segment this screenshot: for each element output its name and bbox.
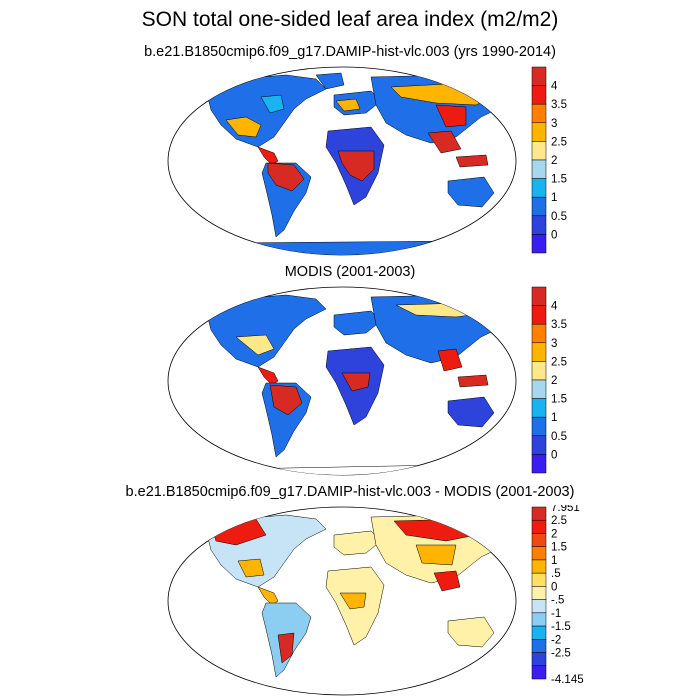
colorbar-swatch bbox=[531, 546, 547, 561]
colorbar-swatch bbox=[531, 519, 547, 534]
colorbar-swatch bbox=[531, 599, 547, 614]
colorbar-label: 2.5 bbox=[551, 356, 567, 368]
colorbar-swatch bbox=[531, 342, 547, 362]
colorbar-swatch bbox=[531, 178, 547, 198]
colorbar-swatch bbox=[531, 506, 547, 521]
colorbar-swatch bbox=[531, 416, 547, 437]
colorbar-modis: 4 3.5 3 2.5 2 1.5 1 0.5 0 bbox=[531, 286, 567, 474]
colorbar-label: 0 bbox=[551, 229, 557, 241]
page-title: SON total one-sided leaf area index (m2/… bbox=[141, 8, 559, 31]
colorbar-label: -4.145 bbox=[551, 674, 584, 686]
colorbar-swatch bbox=[531, 639, 547, 653]
colorbar-label: 2.5 bbox=[551, 136, 567, 148]
colorbar-label: 3 bbox=[551, 118, 557, 130]
colorbar-label: 2.5 bbox=[551, 515, 567, 527]
colorbar-label: 4 bbox=[551, 81, 558, 93]
colorbar-swatch bbox=[531, 586, 547, 600]
colorbar-swatch bbox=[531, 66, 547, 86]
colorbar-label: -2.5 bbox=[551, 648, 571, 660]
panel-title-model: b.e21.B1850cmip6.f09_g17.DAMIP-hist-vlc.… bbox=[144, 44, 556, 60]
colorbar-label: 0.5 bbox=[551, 211, 567, 223]
colorbar-swatch bbox=[531, 612, 547, 627]
colorbar-swatch bbox=[531, 323, 547, 344]
colorbar-label: 1.5 bbox=[551, 394, 567, 406]
colorbar-swatch bbox=[531, 305, 547, 325]
colorbar-swatch bbox=[531, 122, 547, 142]
colorbar-swatch bbox=[531, 435, 547, 455]
colorbar-label: 1 bbox=[551, 192, 557, 204]
colorbar-label: 3 bbox=[551, 338, 557, 350]
colorbar-swatch bbox=[531, 398, 547, 418]
colorbar-label: .5 bbox=[551, 568, 561, 580]
colorbar-swatch bbox=[531, 361, 547, 381]
map-model bbox=[167, 66, 517, 256]
colorbar-swatch bbox=[531, 234, 547, 254]
colorbar-swatch bbox=[531, 141, 547, 161]
colorbar-label: 0 bbox=[551, 449, 557, 461]
colorbar-swatch bbox=[531, 286, 547, 306]
colorbar-swatch bbox=[531, 625, 547, 640]
colorbar-label: 4 bbox=[551, 301, 558, 313]
colorbar-label: -.5 bbox=[551, 595, 564, 607]
colorbar-label: 2 bbox=[551, 375, 557, 387]
colorbar-swatch bbox=[531, 533, 547, 547]
colorbar-swatch bbox=[531, 159, 547, 179]
colorbar-label: 7.951 bbox=[551, 505, 580, 514]
colorbar-swatch bbox=[531, 454, 547, 474]
colorbar-swatch bbox=[531, 215, 547, 235]
colorbar-swatch bbox=[531, 572, 547, 587]
colorbar-swatch bbox=[531, 85, 547, 105]
colorbar-label: 0.5 bbox=[551, 431, 567, 443]
colorbar-swatch bbox=[531, 652, 547, 667]
colorbar-label: -1.5 bbox=[551, 621, 571, 633]
colorbar-label: 3.5 bbox=[551, 319, 567, 331]
colorbar-label: -2 bbox=[551, 634, 561, 646]
panel-title-diff: b.e21.B1850cmip6.f09_g17.DAMIP-hist-vlc.… bbox=[125, 484, 575, 500]
colorbar-label: 0 bbox=[551, 581, 557, 593]
colorbar-label: -1 bbox=[551, 608, 561, 620]
colorbar-label: 1 bbox=[551, 555, 557, 567]
colorbar-swatch bbox=[531, 379, 547, 399]
colorbar-swatch bbox=[531, 665, 547, 680]
panel-title-modis: MODIS (2001-2003) bbox=[284, 264, 416, 280]
colorbar-swatch bbox=[531, 196, 547, 217]
colorbar-model: 4 3.5 3 2.5 2 1.5 1 0.5 0 bbox=[531, 66, 567, 254]
colorbar-swatch bbox=[531, 559, 547, 574]
colorbar-label: 2 bbox=[551, 155, 557, 167]
map-modis bbox=[167, 286, 517, 476]
colorbar-swatch bbox=[531, 103, 547, 124]
colorbar-label: 1.5 bbox=[551, 174, 567, 186]
colorbar-label: 3.5 bbox=[551, 99, 567, 111]
colorbar-label: 2 bbox=[551, 528, 557, 540]
map-difference bbox=[167, 506, 517, 696]
colorbar-label: 1 bbox=[551, 412, 557, 424]
colorbar-label: 1.5 bbox=[551, 542, 567, 554]
